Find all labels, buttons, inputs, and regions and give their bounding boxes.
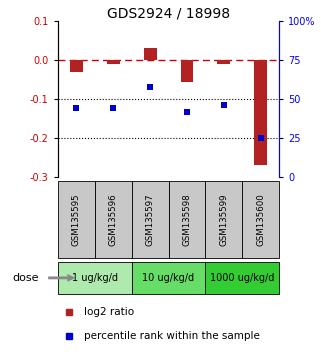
Text: GSM135599: GSM135599 (219, 193, 229, 246)
Text: dose: dose (13, 273, 39, 283)
Title: GDS2924 / 18998: GDS2924 / 18998 (107, 6, 230, 20)
Text: log2 ratio: log2 ratio (84, 307, 134, 317)
Bar (205, 262, 279, 294)
Bar (58, 262, 132, 294)
Bar (180, 60, 194, 81)
Text: GSM135600: GSM135600 (256, 193, 265, 246)
Bar (107, 60, 120, 64)
Bar (205, 181, 242, 258)
Bar (169, 181, 205, 258)
Bar (58, 181, 95, 258)
Text: percentile rank within the sample: percentile rank within the sample (84, 331, 260, 341)
Bar (217, 60, 230, 64)
Bar (242, 181, 279, 258)
Bar (132, 262, 205, 294)
Text: GSM135596: GSM135596 (108, 193, 118, 246)
Text: 1000 ug/kg/d: 1000 ug/kg/d (210, 273, 274, 283)
Bar (143, 48, 157, 60)
Bar (132, 181, 169, 258)
Text: GSM135597: GSM135597 (145, 193, 155, 246)
Text: 1 ug/kg/d: 1 ug/kg/d (72, 273, 118, 283)
Bar (95, 181, 132, 258)
Bar (254, 60, 267, 165)
Text: GSM135598: GSM135598 (182, 193, 192, 246)
Text: 10 ug/kg/d: 10 ug/kg/d (143, 273, 195, 283)
Bar (70, 60, 83, 72)
Text: GSM135595: GSM135595 (72, 193, 81, 246)
